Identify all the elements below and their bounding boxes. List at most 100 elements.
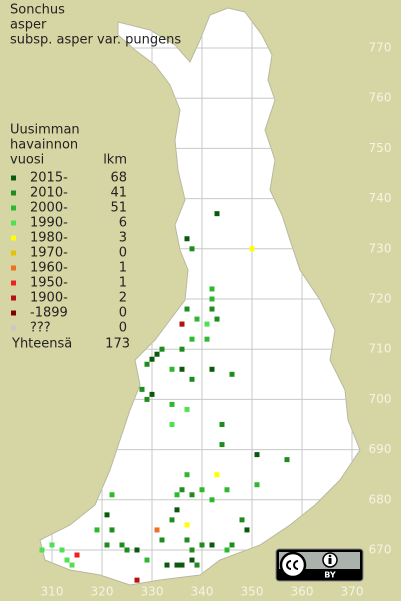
y-tick-label: 680	[369, 492, 392, 506]
title-line: subsp. asper var. pungens	[10, 33, 181, 48]
observation-square	[189, 376, 195, 382]
observation-square	[209, 296, 215, 302]
x-tick-label: 320	[91, 585, 114, 599]
labels: Sonchus asper subsp. asper var. pungens …	[10, 3, 391, 599]
observation-square	[179, 321, 185, 327]
legend-swatch	[11, 235, 16, 241]
y-tick-label: 740	[369, 191, 392, 205]
observation-square	[209, 542, 215, 548]
x-tick-label: 310	[41, 585, 64, 599]
observation-square	[174, 492, 180, 498]
observation-square	[199, 487, 205, 493]
legend-label: 1970-	[30, 246, 68, 261]
legend-swatch	[11, 325, 16, 331]
legend-label: 2010-	[30, 186, 68, 201]
y-tick-label: 720	[369, 292, 392, 306]
observation-square	[214, 211, 220, 217]
observation-square	[209, 366, 215, 372]
x-tick-label: 340	[191, 585, 214, 599]
observation-square	[164, 562, 170, 568]
legend-heading: Uusimman	[10, 123, 80, 138]
observation-square	[189, 336, 195, 342]
observation-square	[134, 547, 140, 553]
legend-count: 51	[110, 201, 127, 216]
cc-glyph	[286, 560, 299, 570]
by-glyph-head	[328, 554, 332, 558]
observation-square	[199, 542, 205, 548]
observation-square	[49, 542, 55, 548]
legend-count: 2	[119, 291, 127, 306]
observation-square	[214, 472, 220, 478]
observation-square	[64, 557, 70, 563]
observation-square	[194, 316, 200, 322]
observation-square	[159, 346, 165, 352]
y-tick-label: 730	[369, 241, 392, 255]
legend-count: 6	[119, 216, 127, 231]
observation-square	[184, 236, 190, 242]
observation-square	[149, 391, 155, 397]
observation-square	[154, 351, 160, 357]
observation-square	[139, 386, 145, 392]
legend-count: 0	[119, 321, 127, 336]
legend-count: 1	[119, 276, 127, 291]
observation-square	[189, 547, 195, 553]
observation-square	[184, 406, 190, 412]
observation-square	[239, 517, 245, 523]
x-tick-label: 350	[241, 585, 264, 599]
legend-count-heading: lkm	[103, 153, 127, 168]
observation-square	[209, 497, 215, 503]
observation-square	[209, 306, 215, 312]
observation-square	[184, 306, 190, 312]
legend-count: 1	[119, 261, 127, 276]
badge-text: BY	[324, 571, 336, 580]
observation-square	[184, 522, 190, 528]
observation-square	[224, 547, 230, 553]
observation-square	[184, 537, 190, 543]
title-line: asper	[10, 18, 47, 33]
observation-square	[94, 527, 100, 533]
observation-square	[189, 246, 195, 252]
observations	[39, 211, 290, 583]
legend-label: ???	[30, 321, 51, 336]
legend-heading: havainnon	[10, 138, 78, 153]
legend-swatch	[11, 295, 16, 301]
observation-square	[254, 452, 260, 458]
title-line: Sonchus	[10, 3, 65, 18]
observation-square	[169, 401, 175, 407]
observation-square	[189, 557, 195, 563]
y-tick-label: 690	[369, 442, 392, 456]
observation-square	[214, 316, 220, 322]
observation-square	[69, 562, 75, 568]
observation-square	[284, 457, 290, 463]
legend-label: 2000-	[30, 201, 68, 216]
observation-square	[179, 562, 185, 568]
observation-square	[154, 527, 160, 533]
observation-square	[144, 396, 150, 402]
observation-square	[179, 346, 185, 352]
legend-label: 2015-	[30, 171, 68, 186]
legend-label: 1960-	[30, 261, 68, 276]
legend-label: 1950-	[30, 276, 68, 291]
legend-swatch	[11, 205, 16, 211]
observation-square	[194, 562, 200, 568]
observation-square	[134, 577, 140, 583]
by-glyph	[328, 558, 332, 564]
y-tick-label: 750	[369, 141, 392, 155]
legend-swatch	[11, 220, 16, 226]
observation-square	[204, 336, 210, 342]
observation-square	[159, 537, 165, 543]
observation-square	[209, 286, 215, 292]
legend-heading: vuosi	[10, 153, 44, 168]
observation-square	[189, 492, 195, 498]
observation-square	[174, 562, 180, 568]
observation-square	[144, 361, 150, 367]
observation-square	[204, 321, 210, 327]
observation-square	[59, 547, 65, 553]
legend-swatch	[11, 280, 16, 286]
legend-label: -1899	[30, 306, 68, 321]
legend-count: 3	[119, 231, 127, 246]
x-tick-label: 330	[141, 585, 164, 599]
legend-count: 41	[110, 186, 127, 201]
observation-square	[109, 527, 115, 533]
